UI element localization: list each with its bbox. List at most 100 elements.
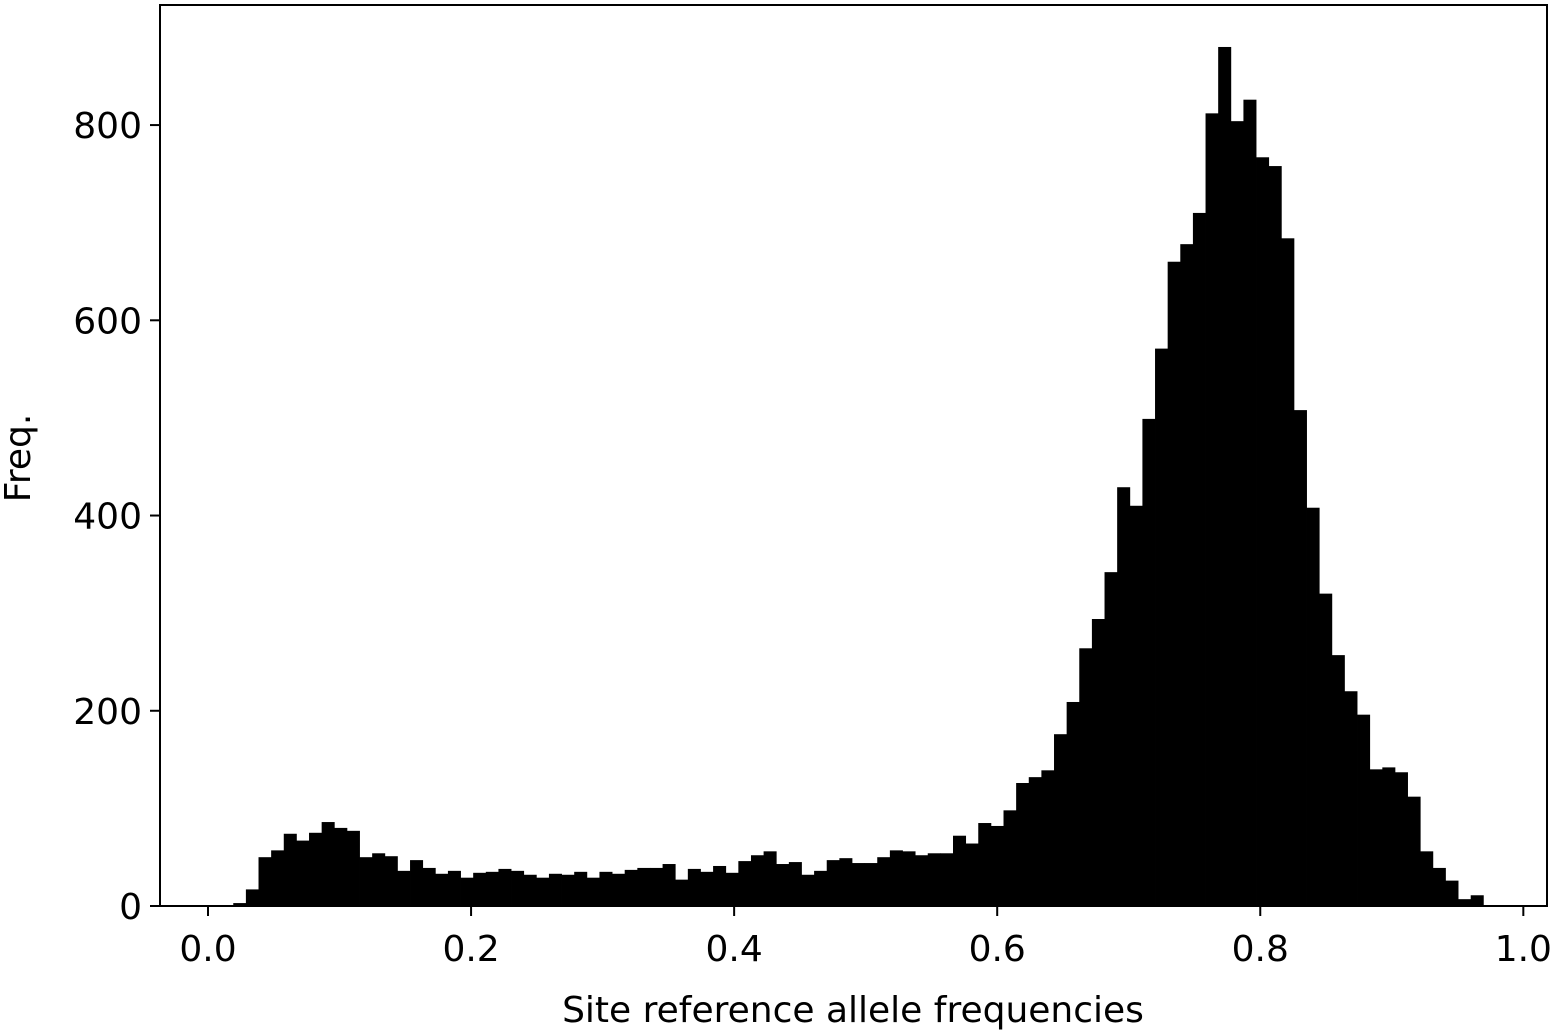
histogram-bar — [788, 862, 802, 906]
histogram-bar — [1357, 714, 1371, 906]
histogram-bar — [1458, 899, 1472, 906]
plot-frame — [159, 4, 1548, 907]
histogram-bar — [384, 856, 398, 906]
histogram-bar — [1256, 157, 1270, 907]
histogram-bar — [1268, 166, 1282, 907]
histogram-bar — [851, 863, 866, 906]
histogram-bar — [1394, 772, 1408, 906]
y-tick-label: 600 — [73, 301, 142, 342]
histogram-bar — [523, 874, 537, 906]
histogram-bar — [309, 832, 323, 906]
histogram-bar — [700, 871, 714, 906]
histogram-bar — [1470, 895, 1484, 906]
histogram-bar — [473, 872, 487, 906]
y-axis-label: Freq. — [0, 414, 39, 503]
histogram-bar — [1155, 348, 1169, 906]
histogram-bar — [359, 857, 373, 906]
histogram-bar — [1445, 880, 1459, 906]
histogram-bar — [940, 853, 954, 906]
histogram-bar — [1054, 734, 1068, 906]
histogram-bar — [1243, 99, 1257, 906]
x-tick-label: 0.2 — [442, 929, 499, 970]
histogram-bar — [927, 853, 941, 906]
histogram-bar — [1420, 851, 1434, 906]
histogram-bar — [397, 870, 411, 906]
histogram-bar — [953, 835, 967, 906]
histogram-bar — [1306, 507, 1320, 906]
x-tick-label: 1.0 — [1495, 929, 1552, 970]
histogram-bar — [435, 873, 449, 906]
histogram-bar — [662, 864, 676, 906]
histogram-bar — [902, 851, 916, 906]
x-tick-label: 0.8 — [1232, 929, 1289, 970]
histogram-bar — [687, 868, 701, 906]
histogram-bar — [511, 870, 525, 906]
histogram-bar — [649, 867, 663, 906]
histogram-bar — [1293, 410, 1307, 906]
histogram-bar — [271, 850, 285, 906]
histogram-bar — [978, 823, 992, 906]
histogram-bar — [1142, 418, 1156, 906]
histogram-bar — [574, 871, 588, 906]
histogram-bar — [612, 873, 626, 906]
histogram-bar — [624, 869, 638, 906]
histogram-bar — [283, 833, 297, 906]
histogram-bar — [1180, 244, 1194, 906]
histogram-bar — [1117, 487, 1131, 906]
histogram-bar — [1129, 505, 1143, 906]
histogram-bar — [1079, 648, 1093, 906]
histogram-bar — [1016, 783, 1030, 906]
histogram-bar — [1028, 777, 1042, 906]
histogram-bar — [1218, 46, 1232, 906]
histogram-bar — [485, 871, 499, 906]
histogram-bar — [422, 867, 436, 906]
histogram-bar — [410, 860, 424, 906]
histogram-bar — [599, 871, 613, 906]
y-tick-label: 800 — [73, 106, 142, 147]
histogram-bar — [258, 857, 272, 906]
histogram-bar — [586, 877, 600, 906]
histogram-bar — [776, 864, 790, 906]
histogram-bar — [372, 853, 386, 906]
histogram-bar — [460, 877, 474, 906]
histogram-bar — [334, 827, 348, 906]
histogram-bar — [233, 903, 247, 906]
histogram-bar — [296, 840, 310, 906]
histogram-bar — [637, 867, 651, 906]
histogram-bar — [1104, 572, 1118, 906]
y-tick-label: 400 — [73, 497, 142, 538]
histogram-bar — [447, 870, 461, 906]
histogram-bar — [1192, 212, 1206, 906]
histogram-bar — [1091, 619, 1105, 906]
histogram-bar — [763, 851, 777, 906]
histogram-bar — [321, 822, 335, 906]
histogram-bar — [346, 830, 360, 906]
histogram-bar — [750, 855, 764, 906]
x-axis-label: Site reference allele frequencies — [562, 990, 1144, 1031]
histogram-bar — [801, 874, 815, 906]
histogram-bar — [536, 877, 550, 906]
histogram-bar — [1432, 867, 1446, 906]
histogram-bar — [990, 825, 1004, 906]
histogram-bar — [864, 863, 878, 906]
histogram-bar — [675, 879, 689, 906]
histogram-bar — [889, 850, 903, 906]
histogram-bar — [713, 865, 727, 906]
x-tick-label: 0.0 — [179, 929, 236, 970]
histogram-bar — [548, 873, 562, 906]
histogram-bar — [965, 843, 979, 906]
histogram-bar — [245, 889, 259, 906]
histogram-bar — [1003, 810, 1017, 906]
histogram-bar — [826, 860, 840, 906]
histogram-bar — [1230, 121, 1244, 907]
histogram-bar — [1281, 238, 1295, 907]
histogram-bar — [498, 868, 512, 906]
x-tick-label: 0.4 — [706, 929, 763, 970]
histogram-bar — [915, 855, 929, 906]
histogram-bar — [561, 874, 575, 906]
histogram-bar — [1344, 691, 1358, 906]
histogram-bar — [1041, 770, 1055, 906]
histogram-bar — [1066, 701, 1080, 906]
histogram-bar — [738, 861, 752, 906]
